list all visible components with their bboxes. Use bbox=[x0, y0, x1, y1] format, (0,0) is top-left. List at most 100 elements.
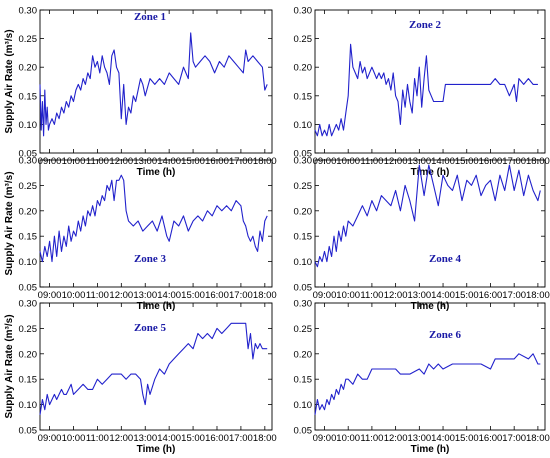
y-tick-label: 0.15 bbox=[19, 232, 38, 243]
x-tick-label: 17:00 bbox=[502, 290, 526, 301]
y-tick-label: 0.20 bbox=[294, 63, 313, 74]
y-tick-label: 0.10 bbox=[19, 120, 38, 131]
x-tick-label: 09:00 bbox=[313, 433, 337, 444]
y-tick-label: 0.20 bbox=[294, 206, 313, 217]
plot-frame bbox=[39, 159, 273, 288]
x-tick-label: 18:00 bbox=[253, 290, 277, 301]
x-tick-label: 17:00 bbox=[502, 433, 526, 444]
y-tick-label: 0.20 bbox=[19, 63, 38, 74]
x-tick-label: 11:00 bbox=[360, 290, 383, 301]
x-tick-label: 12:00 bbox=[384, 433, 408, 444]
x-tick-label: 16:00 bbox=[205, 290, 229, 301]
x-axis-label: Time (h) bbox=[137, 444, 176, 455]
y-tick-label: 0.10 bbox=[294, 400, 313, 411]
y-tick-label: 0.15 bbox=[294, 232, 313, 243]
y-tick-label: 0.25 bbox=[294, 181, 313, 192]
y-tick-label: 0.05 bbox=[294, 149, 313, 160]
series-line bbox=[314, 353, 541, 415]
panel-title: Zone 6 bbox=[429, 329, 462, 341]
panel-title: Zone 1 bbox=[134, 11, 166, 23]
y-tick-label: 0.30 bbox=[19, 156, 38, 167]
y-tick-label: 0.05 bbox=[19, 283, 38, 294]
x-tick-label: 18:00 bbox=[526, 433, 550, 444]
x-tick-label: 09:00 bbox=[313, 290, 337, 301]
y-tick-label: 0.10 bbox=[19, 257, 38, 268]
x-tick-label: 11:00 bbox=[86, 290, 109, 301]
x-tick-label: 15:00 bbox=[455, 290, 479, 301]
x-tick-label: 13:00 bbox=[407, 290, 431, 301]
y-tick-label: 0.10 bbox=[19, 400, 38, 411]
plot-frame bbox=[39, 9, 273, 154]
y-tick-label: 0.15 bbox=[294, 375, 313, 386]
y-tick-label: 0.30 bbox=[294, 6, 313, 17]
y-tick-label: 0.25 bbox=[294, 324, 313, 335]
x-tick-label: 18:00 bbox=[526, 290, 550, 301]
y-tick-label: 0.10 bbox=[294, 257, 313, 268]
x-axis-label: Time (h) bbox=[137, 167, 176, 178]
y-tick-label: 0.05 bbox=[294, 426, 313, 437]
y-tick-label: 0.25 bbox=[19, 34, 38, 45]
y-tick-label: 0.05 bbox=[294, 283, 313, 294]
y-tick-label: 0.05 bbox=[19, 149, 38, 160]
x-tick-label: 11:00 bbox=[360, 433, 383, 444]
y-tick-label: 0.30 bbox=[19, 6, 38, 17]
y-tick-label: 0.25 bbox=[19, 181, 38, 192]
x-tick-label: 16:00 bbox=[205, 433, 229, 444]
x-tick-label: 10:00 bbox=[336, 433, 360, 444]
plot-frame bbox=[39, 302, 273, 431]
series-line bbox=[39, 32, 268, 137]
x-axis-label: Time (h) bbox=[137, 301, 176, 312]
x-tick-label: 15:00 bbox=[181, 290, 205, 301]
x-tick-label: 13:00 bbox=[133, 290, 157, 301]
y-tick-label: 0.20 bbox=[19, 349, 38, 360]
y-tick-label: 0.20 bbox=[19, 206, 38, 217]
x-tick-label: 15:00 bbox=[455, 433, 479, 444]
x-tick-label: 09:00 bbox=[38, 433, 62, 444]
y-axis-label: Supply Air Rate (m³/s) bbox=[4, 171, 15, 275]
x-tick-label: 16:00 bbox=[479, 290, 503, 301]
series-line bbox=[39, 174, 268, 263]
panel-title: Zone 5 bbox=[134, 322, 167, 334]
panel-title: Zone 4 bbox=[429, 253, 462, 265]
y-tick-label: 0.30 bbox=[19, 299, 38, 310]
x-tick-label: 12:00 bbox=[109, 433, 133, 444]
y-tick-label: 0.15 bbox=[19, 91, 38, 102]
y-tick-label: 0.20 bbox=[294, 349, 313, 360]
x-tick-label: 14:00 bbox=[157, 433, 181, 444]
y-tick-label: 0.25 bbox=[294, 34, 313, 45]
x-tick-label: 09:00 bbox=[38, 290, 62, 301]
plot-frame bbox=[314, 159, 546, 288]
x-tick-label: 12:00 bbox=[384, 290, 408, 301]
y-tick-label: 0.25 bbox=[19, 324, 38, 335]
x-tick-label: 15:00 bbox=[181, 433, 205, 444]
series-line bbox=[314, 164, 541, 268]
x-axis-label: Time (h) bbox=[411, 301, 450, 312]
x-axis-label: Time (h) bbox=[411, 444, 450, 455]
y-tick-label: 0.15 bbox=[294, 91, 313, 102]
x-tick-label: 11:00 bbox=[86, 433, 109, 444]
y-tick-label: 0.30 bbox=[294, 299, 313, 310]
x-tick-label: 16:00 bbox=[479, 433, 503, 444]
x-tick-label: 10:00 bbox=[336, 290, 360, 301]
series-line bbox=[314, 43, 538, 137]
y-tick-label: 0.10 bbox=[294, 120, 313, 131]
x-tick-label: 17:00 bbox=[229, 433, 253, 444]
x-tick-label: 14:00 bbox=[157, 290, 181, 301]
y-axis-label: Supply Air Rate (m³/s) bbox=[4, 314, 15, 418]
x-tick-label: 10:00 bbox=[62, 290, 86, 301]
panel-title: Zone 3 bbox=[134, 253, 167, 265]
y-axis-label: Supply Air Rate (m³/s) bbox=[4, 29, 15, 133]
x-tick-label: 17:00 bbox=[229, 290, 253, 301]
x-tick-label: 14:00 bbox=[431, 433, 455, 444]
x-tick-label: 13:00 bbox=[407, 433, 431, 444]
x-tick-label: 14:00 bbox=[431, 290, 455, 301]
x-tick-label: 13:00 bbox=[133, 433, 157, 444]
plot-frame bbox=[314, 9, 546, 154]
x-tick-label: 10:00 bbox=[62, 433, 86, 444]
